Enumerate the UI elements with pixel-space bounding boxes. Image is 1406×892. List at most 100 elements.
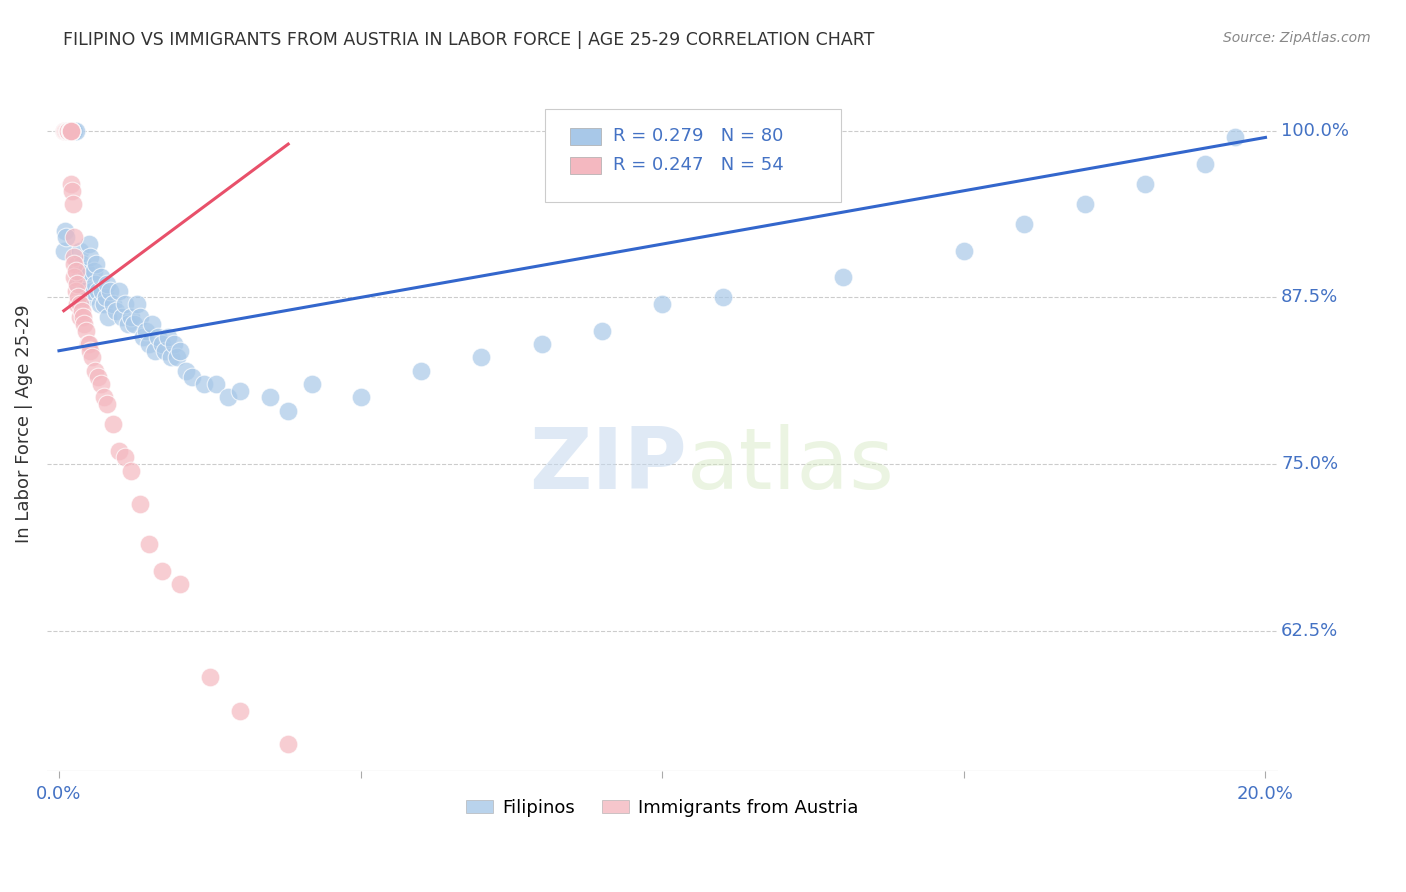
Point (259, 391, 281, 405)
Text: R = 0.279   N = 80: R = 0.279 N = 80 (613, 128, 783, 145)
Point (156, 330, 179, 344)
Point (90, 377, 112, 392)
Point (82, 351, 104, 365)
Text: R = 0.247   N = 54: R = 0.247 N = 54 (613, 156, 783, 175)
Point (93, 391, 115, 405)
Point (96, 397, 118, 411)
Point (70, 257, 93, 271)
FancyBboxPatch shape (569, 128, 600, 145)
Point (53, 124, 76, 138)
Point (77, 337, 100, 351)
Point (60, 124, 83, 138)
Point (1194, 157, 1216, 171)
Point (66, 277, 89, 291)
Point (651, 297, 673, 311)
Point (193, 377, 215, 392)
Point (65, 124, 87, 138)
Point (1073, 197, 1095, 211)
Point (120, 464, 142, 478)
Point (145, 343, 167, 358)
Point (114, 297, 136, 311)
Point (277, 737, 299, 751)
Point (229, 704, 252, 718)
Point (159, 351, 181, 365)
Point (59, 124, 82, 138)
Point (138, 337, 160, 351)
Point (169, 343, 191, 358)
Point (470, 351, 492, 365)
Point (56, 124, 79, 138)
Point (132, 330, 155, 344)
Point (70, 303, 93, 318)
Point (129, 310, 152, 325)
Point (409, 364, 432, 378)
Text: 87.5%: 87.5% (1281, 288, 1339, 307)
Point (59, 124, 82, 138)
Point (217, 391, 239, 405)
Point (103, 417, 125, 431)
Point (180, 370, 202, 384)
Point (93, 297, 115, 311)
Point (83, 264, 105, 278)
Point (56, 124, 79, 138)
Y-axis label: In Labor Force | Age 25-29: In Labor Force | Age 25-29 (15, 305, 32, 543)
Point (55, 230, 77, 244)
Point (56, 124, 79, 138)
Point (138, 537, 160, 551)
Point (1225, 130, 1247, 145)
Point (72, 310, 94, 325)
Point (127, 297, 149, 311)
Point (60, 124, 83, 138)
Point (53, 124, 76, 138)
Point (56, 124, 79, 138)
Point (229, 384, 252, 398)
Point (103, 297, 125, 311)
Point (60, 177, 83, 191)
Point (530, 337, 553, 351)
Point (174, 364, 197, 378)
Point (169, 577, 191, 591)
Point (67, 277, 90, 291)
Text: 62.5%: 62.5% (1281, 622, 1339, 640)
Point (111, 310, 134, 325)
Point (79, 343, 101, 358)
Point (60, 124, 83, 138)
Point (60, 184, 83, 198)
FancyBboxPatch shape (546, 109, 841, 202)
Point (66, 297, 89, 311)
Point (148, 330, 170, 344)
Point (69, 297, 91, 311)
Point (77, 237, 100, 252)
Point (75, 324, 97, 338)
Text: atlas: atlas (688, 425, 894, 508)
Point (120, 310, 142, 325)
Point (87, 284, 110, 298)
Point (150, 337, 173, 351)
Point (1133, 177, 1156, 191)
Point (63, 124, 86, 138)
Point (953, 244, 976, 258)
Point (114, 450, 136, 465)
Point (63, 251, 86, 265)
Text: 75.0%: 75.0% (1281, 455, 1339, 473)
Point (141, 317, 163, 331)
Point (84, 277, 107, 291)
Point (60, 124, 83, 138)
Text: FILIPINO VS IMMIGRANTS FROM AUSTRIA IN LABOR FORCE | AGE 25-29 CORRELATION CHART: FILIPINO VS IMMIGRANTS FROM AUSTRIA IN L… (63, 31, 875, 49)
Point (67, 290, 90, 304)
Point (77, 337, 100, 351)
Point (63, 270, 86, 285)
Point (198, 670, 221, 684)
Point (55, 124, 77, 138)
Point (117, 317, 139, 331)
Point (72, 270, 94, 285)
Point (108, 284, 131, 298)
Point (832, 270, 855, 285)
Point (52, 244, 75, 258)
FancyBboxPatch shape (569, 157, 600, 174)
Point (84, 364, 107, 378)
Point (94, 290, 117, 304)
Point (73, 284, 96, 298)
Point (75, 264, 97, 278)
Point (59, 124, 82, 138)
